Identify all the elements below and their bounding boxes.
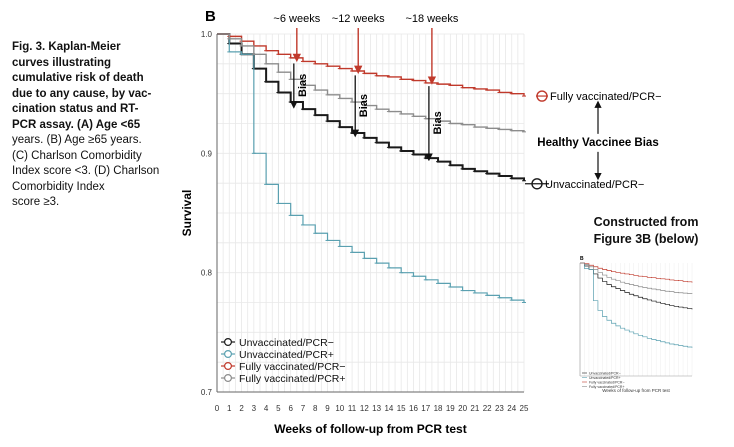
axes: 0.70.80.91.00 1 2 3 4 5 6 7 8 9 10 11 12 13 14 15 16 17 18…	[180, 30, 529, 436]
inset-series-line	[580, 262, 693, 294]
legend-swatch-marker	[224, 350, 233, 359]
x-tick-label: 2	[239, 404, 244, 413]
caption-line: cination status and RT-	[12, 103, 139, 115]
inset-series-line	[580, 262, 693, 348]
inset-title-line: Figure 3B (below)	[593, 232, 699, 246]
panel-label: B	[205, 8, 216, 25]
inset-background	[568, 256, 698, 396]
y-tick-label: 0.8	[201, 269, 213, 278]
x-tick-label: 16	[409, 404, 418, 413]
inset-title-line: Constructed from	[593, 215, 699, 229]
legend-label: Fully vaccinated/PCR−	[239, 361, 346, 373]
caption-line: curves illustrating	[12, 56, 112, 69]
legend-swatch-marker	[224, 374, 233, 383]
callout-vaccinated-label: Fully vaccinated/PCR−	[550, 91, 662, 103]
x-tick-label: 22	[483, 404, 492, 413]
caption-line: cumulative risk of death	[12, 72, 144, 84]
figure-caption: Fig. 3. Kaplan-Meier curves illustrating…	[12, 40, 172, 211]
series-line	[217, 33, 525, 181]
caption-line: score ≥3.	[12, 196, 60, 208]
week-marker-label: ~12 weeks	[332, 13, 385, 25]
x-tick-label: 13	[372, 404, 381, 413]
caption-line: PCR assay. (A) Age <65	[12, 118, 141, 131]
x-tick-label: 25	[520, 404, 529, 413]
inset-chart: BUnvaccinated/PCR−Unvaccinated/PCR+Fully…	[568, 256, 698, 396]
y-tick-label: 1.0	[201, 30, 213, 39]
x-axis-label: Weeks of follow-up from PCR test	[274, 422, 466, 436]
caption-line: Index score <3. (D) Charlson	[12, 165, 160, 177]
x-tick-label: 24	[507, 404, 516, 413]
legend-label: Unvaccinated/PCR−	[239, 337, 334, 349]
legend-swatch-marker	[224, 362, 233, 371]
inset-series-line	[580, 262, 693, 283]
caption-line: years. (B) Age ≥65 years.	[12, 134, 142, 146]
x-tick-label: 6	[288, 404, 293, 413]
bias-label: Bias	[432, 111, 444, 134]
x-tick-label: 3	[252, 404, 257, 413]
x-tick-label: 8	[313, 404, 318, 413]
bias-label: Bias	[297, 74, 309, 97]
series-lines	[217, 33, 526, 303]
series-line	[217, 33, 525, 303]
x-tick-label: 9	[325, 404, 330, 413]
legend: Unvaccinated/PCR−Unvaccinated/PCR+Fully …	[221, 337, 346, 385]
caption-line: due to any cause, by vac-	[12, 87, 152, 100]
legend-swatch-marker	[224, 338, 233, 347]
inset-x-label: Weeks of follow-up from PCR test	[602, 388, 670, 393]
inset-legend-label: Fully vaccinated/PCR−	[589, 381, 625, 385]
inset-legend-label: Unvaccinated/PCR−	[589, 372, 621, 376]
x-tick-label: 12	[360, 404, 369, 413]
inset-legend-label: Fully vaccinated/PCR+	[589, 385, 625, 389]
bias-label: Bias	[358, 94, 370, 117]
x-tick-label: 21	[470, 404, 479, 413]
x-tick-label: 17	[421, 404, 430, 413]
inset-series-line	[580, 262, 693, 310]
caption-line: Fig. 3. Kaplan-Meier	[12, 41, 121, 53]
callout-unvaccinated-label: Unvaccinated/PCR−	[545, 179, 644, 191]
inset-legend-label: Unvaccinated/PCR+	[589, 376, 621, 380]
x-tick-label: 5	[276, 404, 281, 413]
x-tick-label: 7	[301, 404, 306, 413]
healthy-vaccinee-label: Healthy Vaccinee Bias	[537, 137, 658, 149]
x-tick-label: 15	[397, 404, 406, 413]
x-tick-label: 20	[458, 404, 467, 413]
x-tick-label: 18	[434, 404, 443, 413]
x-tick-label: 19	[446, 404, 455, 413]
x-tick-label: 4	[264, 404, 269, 413]
y-tick-label: 0.7	[201, 388, 213, 397]
series-line	[217, 33, 525, 132]
inset-title: Constructed from Figure 3B (below)	[566, 214, 726, 248]
y-tick-label: 0.9	[201, 149, 213, 158]
legend-label: Unvaccinated/PCR+	[239, 349, 334, 361]
annotations: ~6 weeks Bias ~12 weeks Bias ~18 weeks Bias Fu…	[273, 13, 661, 191]
x-tick-label: 1	[227, 404, 232, 413]
week-marker-label: ~18 weeks	[405, 13, 458, 25]
inset-panel-label: B	[580, 256, 584, 262]
x-tick-label: 14	[384, 404, 393, 413]
week-marker-label: ~6 weeks	[273, 13, 320, 25]
x-tick-label: 0	[215, 404, 220, 413]
y-axis-label: Survival	[180, 190, 194, 237]
legend-label: Fully vaccinated/PCR+	[239, 373, 346, 385]
x-tick-label: 23	[495, 404, 504, 413]
x-tick-label: 11	[348, 404, 357, 413]
caption-line: Comorbidity Index	[12, 180, 105, 193]
x-tick-label: 10	[335, 404, 344, 413]
caption-line: (C) Charlson Comorbidity	[12, 149, 142, 162]
